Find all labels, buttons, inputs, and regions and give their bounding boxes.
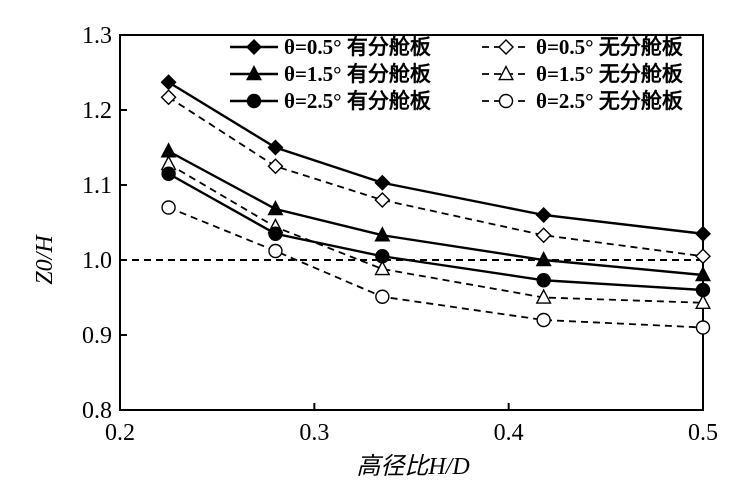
plot-frame: [119, 34, 704, 411]
legend-swatch-marker: [246, 65, 262, 81]
x-tick-label: 0.4: [494, 420, 524, 446]
data-point: [374, 192, 391, 208]
data-point: [375, 289, 390, 304]
data-point: [267, 158, 284, 175]
data-point: [695, 225, 711, 242]
legend-item: θ=0.5° 无分舱板: [482, 35, 684, 59]
data-point: [695, 293, 711, 310]
data-point: [535, 288, 552, 304]
data-point: [160, 142, 177, 158]
data-point: [161, 166, 176, 181]
data-point: [535, 251, 552, 267]
data-point: [268, 226, 283, 241]
data-point: [375, 249, 390, 264]
series-3: [160, 142, 711, 282]
legend-item: θ=2.5° 有分舱板: [230, 89, 432, 113]
x-tick-label: 0.2: [105, 420, 135, 446]
y-tick-label: 0.9: [82, 323, 112, 349]
data-point: [267, 139, 284, 156]
legend-item: θ=1.5° 无分舱板: [482, 62, 684, 86]
legend-label: θ=0.5° 无分舱板: [536, 35, 684, 59]
data-point: [695, 266, 711, 282]
data-point: [160, 74, 177, 91]
y-tick-label: 1.1: [82, 173, 112, 199]
data-point: [267, 200, 284, 216]
series-5: [161, 166, 711, 298]
legend-label: θ=0.5° 有分舱板: [284, 35, 432, 59]
series-line: [167, 172, 704, 292]
legend-label: θ=1.5° 有分舱板: [284, 62, 432, 86]
data-point: [536, 312, 551, 328]
legend-label: θ=1.5° 无分舱板: [536, 62, 684, 86]
data-point: [535, 227, 552, 244]
legend-item: θ=0.5° 有分舱板: [230, 35, 432, 59]
series-line: [168, 163, 704, 304]
data-point: [695, 248, 711, 265]
data-point: [161, 200, 176, 215]
data-point: [268, 243, 283, 259]
x-tick-label: 0.3: [299, 420, 329, 446]
data-point: [374, 260, 391, 276]
legend-label: θ=2.5° 有分舱板: [284, 89, 432, 113]
series-2: [160, 89, 711, 265]
legend-label: θ=2.5° 无分舱板: [536, 89, 684, 113]
data-point: [695, 320, 711, 335]
data-point: [695, 282, 711, 298]
x-tick-label: 0.5: [688, 420, 718, 446]
y-tick-label: 1.2: [82, 98, 112, 124]
y-tick-label: 1.0: [82, 248, 112, 274]
series-line: [168, 150, 704, 277]
legend-swatch-marker: [498, 39, 514, 55]
data-point: [160, 89, 177, 106]
legend-item: θ=1.5° 有分舱板: [230, 62, 432, 86]
legend: θ=0.5° 有分舱板 θ=0.5° 无分舱板 θ=1.5° 有分舱板 θ=1.5° …: [230, 35, 684, 113]
y-axis-title: Z0/H: [32, 234, 58, 285]
series-4: [160, 155, 711, 310]
data-point: [374, 174, 391, 191]
y-tick-label: 0.8: [82, 398, 112, 424]
data-point: [374, 226, 391, 242]
data-point: [536, 273, 551, 288]
series-6: [161, 200, 711, 335]
legend-swatch-marker: [246, 39, 262, 55]
data-point: [535, 207, 552, 223]
legend-swatch-marker: [246, 93, 262, 109]
legend-swatch-marker: [498, 65, 514, 81]
legend-item: θ=2.5° 无分舱板: [482, 89, 684, 113]
series-line: [168, 96, 704, 258]
x-axis-title: 高径比H/D: [356, 453, 469, 480]
series-1: [160, 74, 711, 242]
legend-swatch-marker: [498, 93, 514, 109]
y-tick-label: 1.3: [82, 23, 112, 49]
